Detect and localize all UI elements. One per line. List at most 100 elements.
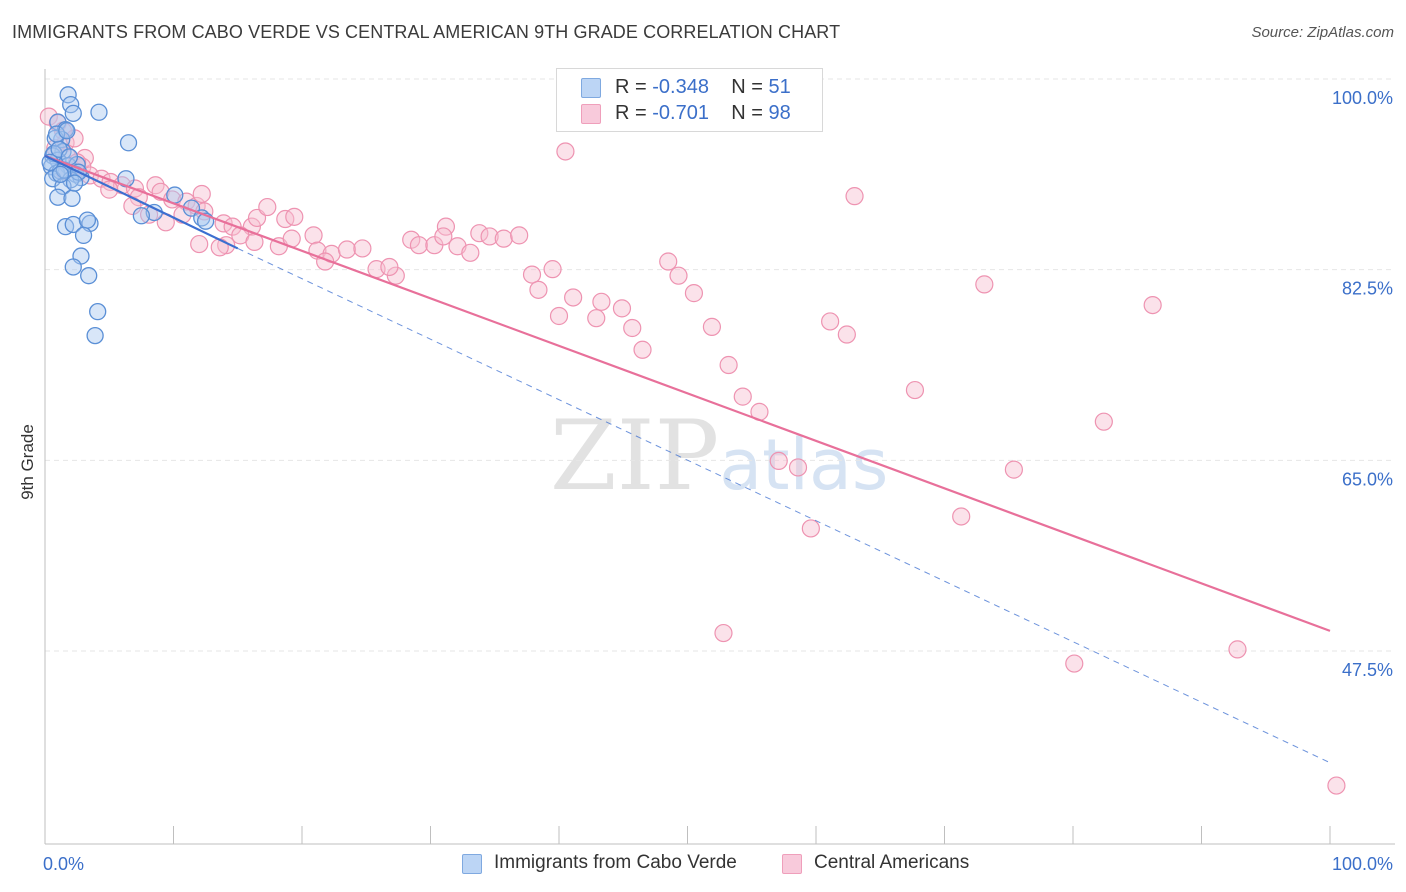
central-americans-point [529,280,548,299]
cabo-verde-point [86,326,104,345]
cabo-verde-point [78,211,97,229]
central-americans-point [587,309,606,328]
legend-swatch-pink [782,854,802,874]
central-americans-point [905,380,925,400]
central-americans-point [210,238,229,257]
cabo-verde-point [63,189,81,207]
legend-label: Immigrants from Cabo Verde [494,852,737,873]
stats-legend: R = -0.348 N = 51 R = -0.701 N = 98 [556,68,823,132]
central-americans-point [801,519,820,538]
cabo-verde-point [132,207,151,225]
central-americans-point [684,284,704,303]
central-americans-point [1327,776,1346,795]
y-tick-label: 82.5% [1342,279,1393,299]
central-americans-point [380,257,399,277]
cabo-verde-point [119,134,138,152]
legend-swatch-pink [581,104,601,124]
cabo-verde-point [90,103,108,121]
central-americans-point [190,234,209,254]
central-americans-point [39,107,58,126]
central-americans-point [461,243,480,262]
central-americans-point [564,288,583,307]
legend-row-cabo-verde: R = -0.348 N = 51 [557,75,822,101]
cabo-verde-points [41,86,215,345]
central-americans-point [845,187,864,206]
chart-title: IMMIGRANTS FROM CABO VERDE VS CENTRAL AM… [12,22,841,42]
legend-r-label: R = [615,102,653,124]
cabo-verde-point [49,188,67,206]
cabo-verde-point [59,86,77,104]
central-americans-point [719,355,738,375]
legend-r-value: -0.701 [652,102,709,124]
central-americans-point [769,451,788,471]
central-americans-point [522,265,542,284]
central-americans-point [556,142,575,161]
legend-swatch-blue [462,854,482,874]
legend-n-value: 98 [768,102,791,124]
legend-r-label: R = [615,76,653,98]
central-americans-point [669,266,688,285]
y-tick-label: 100.0% [1332,88,1393,108]
central-americans-point [1094,412,1113,431]
central-americans-point [975,275,994,294]
central-americans-point [592,292,611,311]
legend-n-value: 51 [768,76,791,98]
x-tick-label: 0.0% [43,854,84,874]
central-americans-point [702,317,722,336]
series-legend: Immigrants from Cabo Verde Central Ameri… [0,851,1406,879]
central-americans-point [623,318,642,338]
central-americans-point [821,312,840,331]
legend-swatch-blue [581,78,601,98]
central-americans-point [285,207,304,226]
legend-row-central-americans: R = -0.701 N = 98 [557,101,822,127]
central-americans-point [549,306,569,326]
central-americans-point [353,239,372,258]
central-americans-point [543,260,562,279]
cabo-verde-trend-extension [237,247,1331,764]
central-americans-point [633,340,652,359]
cabo-verde-point [51,165,70,184]
central-americans-point [1065,654,1084,673]
cabo-verde-point [80,267,98,285]
axes [44,69,1395,845]
central-americans-point [434,227,453,246]
central-americans-point [258,197,277,217]
cabo-verde-point [58,122,76,140]
cabo-verde-point [64,104,82,122]
source-label: Source: ZipAtlas.com [1251,24,1394,41]
central-americans-point [612,299,632,318]
central-americans-point [659,252,678,271]
central-americans-point [337,240,357,259]
trend-lines [44,154,1331,764]
central-americans-point [409,236,429,255]
y-tick-label: 47.5% [1342,660,1393,680]
y-axis-title: 9th Grade [18,424,37,500]
cabo-verde-point [64,258,82,276]
central-americans-point [837,325,856,344]
legend-n-label: N = [731,76,769,98]
axis-labels: 100.0% 82.5% 65.0% 47.5% 0.0% 100.0% 9th Grade [18,88,1393,874]
legend-n-label: N = [731,102,769,124]
legend-label: Central Americans [814,852,970,873]
cabo-verde-point [89,302,107,321]
cabo-verde-point [47,125,66,143]
legend-r-value: -0.348 [652,76,709,98]
central-americans-point [494,229,513,248]
cabo-verde-trend-line [44,154,239,250]
central-americans-point [733,387,752,406]
central-americans-point [304,226,323,245]
y-tick-label: 65.0% [1342,469,1393,489]
central-americans-point [788,458,808,477]
cabo-verde-point [65,174,84,192]
central-americans-point [1143,295,1162,315]
central-americans-point [714,623,733,643]
central-americans-trend-line [44,154,1331,632]
cabo-verde-point [74,226,93,245]
central-americans-point [1004,460,1023,479]
central-americans-point [952,507,971,526]
x-tick-label: 100.0% [1332,854,1393,874]
central-americans-point [510,226,529,245]
central-americans-point [192,184,211,204]
central-americans-point [480,227,499,246]
